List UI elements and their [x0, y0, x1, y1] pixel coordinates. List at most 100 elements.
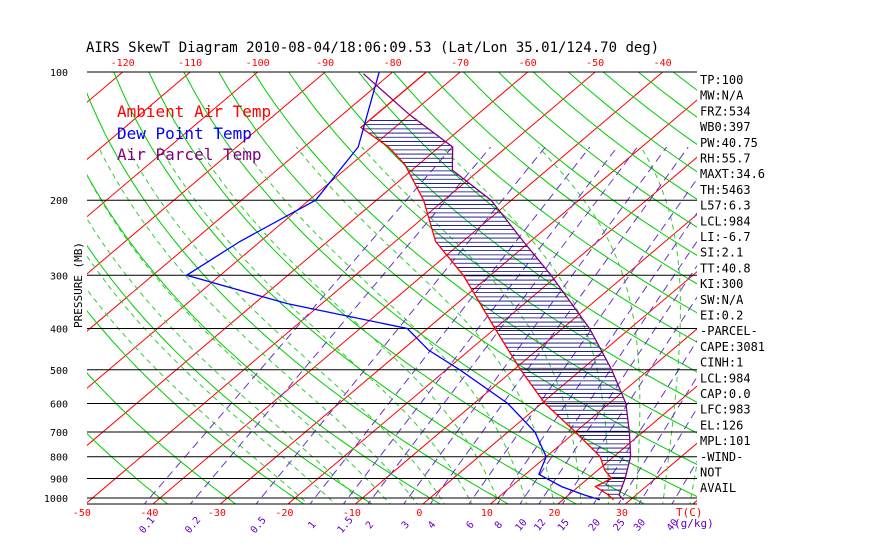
mixing-ratio-unit: (g/kg): [674, 517, 714, 530]
dry-adiabat-line: [323, 72, 697, 373]
stat-item: SI:2.1: [700, 246, 743, 260]
top-temp-tick-label: -60: [519, 58, 537, 69]
dry-adiabat-line: [253, 72, 697, 434]
dry-adiabat-line: [148, 72, 646, 504]
stat-item: MAXT:34.6: [700, 167, 765, 181]
mixing-ratio-tick-label: 20: [587, 517, 603, 533]
mixing-ratio-tick-label: 0.5: [249, 515, 269, 536]
mixing-ratio-line: [189, 146, 492, 504]
isotherm-line: [87, 72, 394, 332]
stat-item: -WIND-: [700, 450, 743, 464]
stat-item: TT:40.8: [700, 261, 751, 275]
dry-adiabat-line: [498, 72, 697, 228]
bottom-temp-tick-label: -40: [140, 508, 158, 519]
stat-item: L57:6.3: [700, 199, 751, 213]
legend-dew-point-temp: Dew Point Temp: [117, 124, 252, 143]
moist-adiabat-lines: [87, 146, 697, 504]
pressure-tick-label: 400: [50, 324, 68, 335]
isotherm-line: [87, 72, 596, 504]
dry-adiabat-line: [113, 72, 578, 504]
isotherm-line: [87, 72, 529, 447]
legend-air-parcel-temp: Air Parcel Temp: [117, 145, 262, 164]
cape-hatching: [362, 120, 631, 495]
isotherm-line: [219, 99, 697, 504]
mixing-ratio-line: [617, 376, 697, 504]
dry-adiabat-line: [463, 72, 697, 256]
stat-item: TH:5463: [700, 183, 751, 197]
stat-item: CINH:1: [700, 356, 743, 370]
mixing-ratio-line: [638, 407, 697, 504]
dry-adiabat-line: [288, 72, 697, 403]
mixing-ratio-line: [496, 212, 697, 504]
dew-point-temp-line: [185, 72, 601, 501]
isotherm-line: [824, 72, 870, 507]
top-temp-tick-label: -40: [654, 58, 672, 69]
legend-ambient-air-temp: Ambient Air Temp: [117, 102, 271, 121]
stat-item: AVAIL: [700, 481, 736, 495]
dry-adiabat-line: [358, 72, 697, 343]
stat-item: NOT: [700, 466, 722, 480]
top-temp-tick-label: -110: [178, 58, 202, 69]
stat-item: TP:100: [700, 73, 743, 87]
top-temp-tick-label: -50: [586, 58, 604, 69]
bottom-temp-tick-label: 0: [416, 508, 422, 519]
isotherm-line: [87, 72, 191, 161]
pressure-tick-label: 800: [50, 453, 68, 464]
isotherm-line: [152, 72, 664, 504]
bottom-temp-unit: T(C): [676, 506, 703, 519]
isotherm-line: [87, 72, 259, 218]
bottom-temp-tick-label: -10: [343, 508, 361, 519]
stat-item: SW:N/A: [700, 293, 744, 307]
mixing-ratio-line: [429, 146, 689, 504]
pressure-tick-label: 200: [50, 196, 68, 207]
bottom-temp-tick-label: -20: [275, 508, 293, 519]
isotherm-line: [757, 72, 870, 507]
mixing-ratio-tick-label: 12: [532, 517, 548, 533]
isobar-lines: [87, 71, 697, 505]
stat-item: RH:55.7: [700, 152, 751, 166]
stat-item: CAPE:3081: [700, 340, 765, 354]
dry-adiabat-line: [848, 72, 870, 507]
top-temp-tick-label: -80: [384, 58, 402, 69]
dry-adiabat-line: [428, 72, 697, 285]
chart-title: AIRS SkewT Diagram 2010-08-04/18:06:09.5…: [86, 40, 659, 56]
stat-item: MPL:101: [700, 434, 751, 448]
mixing-ratio-tick-label: 3: [400, 520, 412, 532]
stat-item: WB0:397: [700, 120, 751, 134]
pressure-tick-label: 600: [50, 399, 68, 410]
stat-item: PW:40.75: [700, 136, 758, 150]
bottom-temp-tick-label: -30: [208, 508, 226, 519]
dry-adiabat-line: [87, 432, 169, 504]
pressure-tick-label: 700: [50, 428, 68, 439]
mixing-ratio-tick-label: 10: [514, 517, 530, 533]
dry-adiabat-line: [743, 72, 870, 507]
stat-item: LFC:983: [700, 403, 751, 417]
dry-adiabat-line: [183, 72, 697, 498]
stat-item: CAP:0.0: [700, 387, 751, 401]
air-parcel-temp-line: [363, 73, 632, 501]
stat-item: LI:-6.7: [700, 230, 751, 244]
mixing-ratio-tick-label: 8: [493, 520, 505, 532]
isotherm-line: [287, 156, 697, 504]
stat-item: -PARCEL-: [700, 324, 758, 338]
dry-adiabat-line: [87, 310, 305, 504]
stat-item: LCL:984: [700, 214, 751, 228]
mixing-ratio-tick-label: 2: [364, 520, 376, 532]
mixing-ratio-tick-label: 1: [306, 520, 318, 532]
mixing-ratio-line: [367, 146, 638, 504]
mixing-ratio-lines: [143, 146, 697, 504]
mixing-ratio-line: [342, 146, 618, 504]
moist-adiabat-line: [159, 146, 473, 504]
stat-item: EL:126: [700, 418, 743, 432]
mixing-ratio-line: [561, 296, 697, 504]
mixing-ratio-tick-label: 6: [465, 520, 477, 532]
mixing-ratio-tick-label: 15: [556, 517, 572, 533]
moist-adiabat-line: [97, 146, 418, 504]
dry-adiabat-line: [87, 372, 237, 504]
moist-adiabat-line: [197, 146, 500, 504]
bottom-temp-tick-label: -50: [73, 508, 91, 519]
dry-adiabat-lines: [87, 72, 870, 507]
mixing-ratio-tick-label: 0.2: [183, 515, 203, 536]
dry-adiabat-line: [218, 72, 697, 465]
